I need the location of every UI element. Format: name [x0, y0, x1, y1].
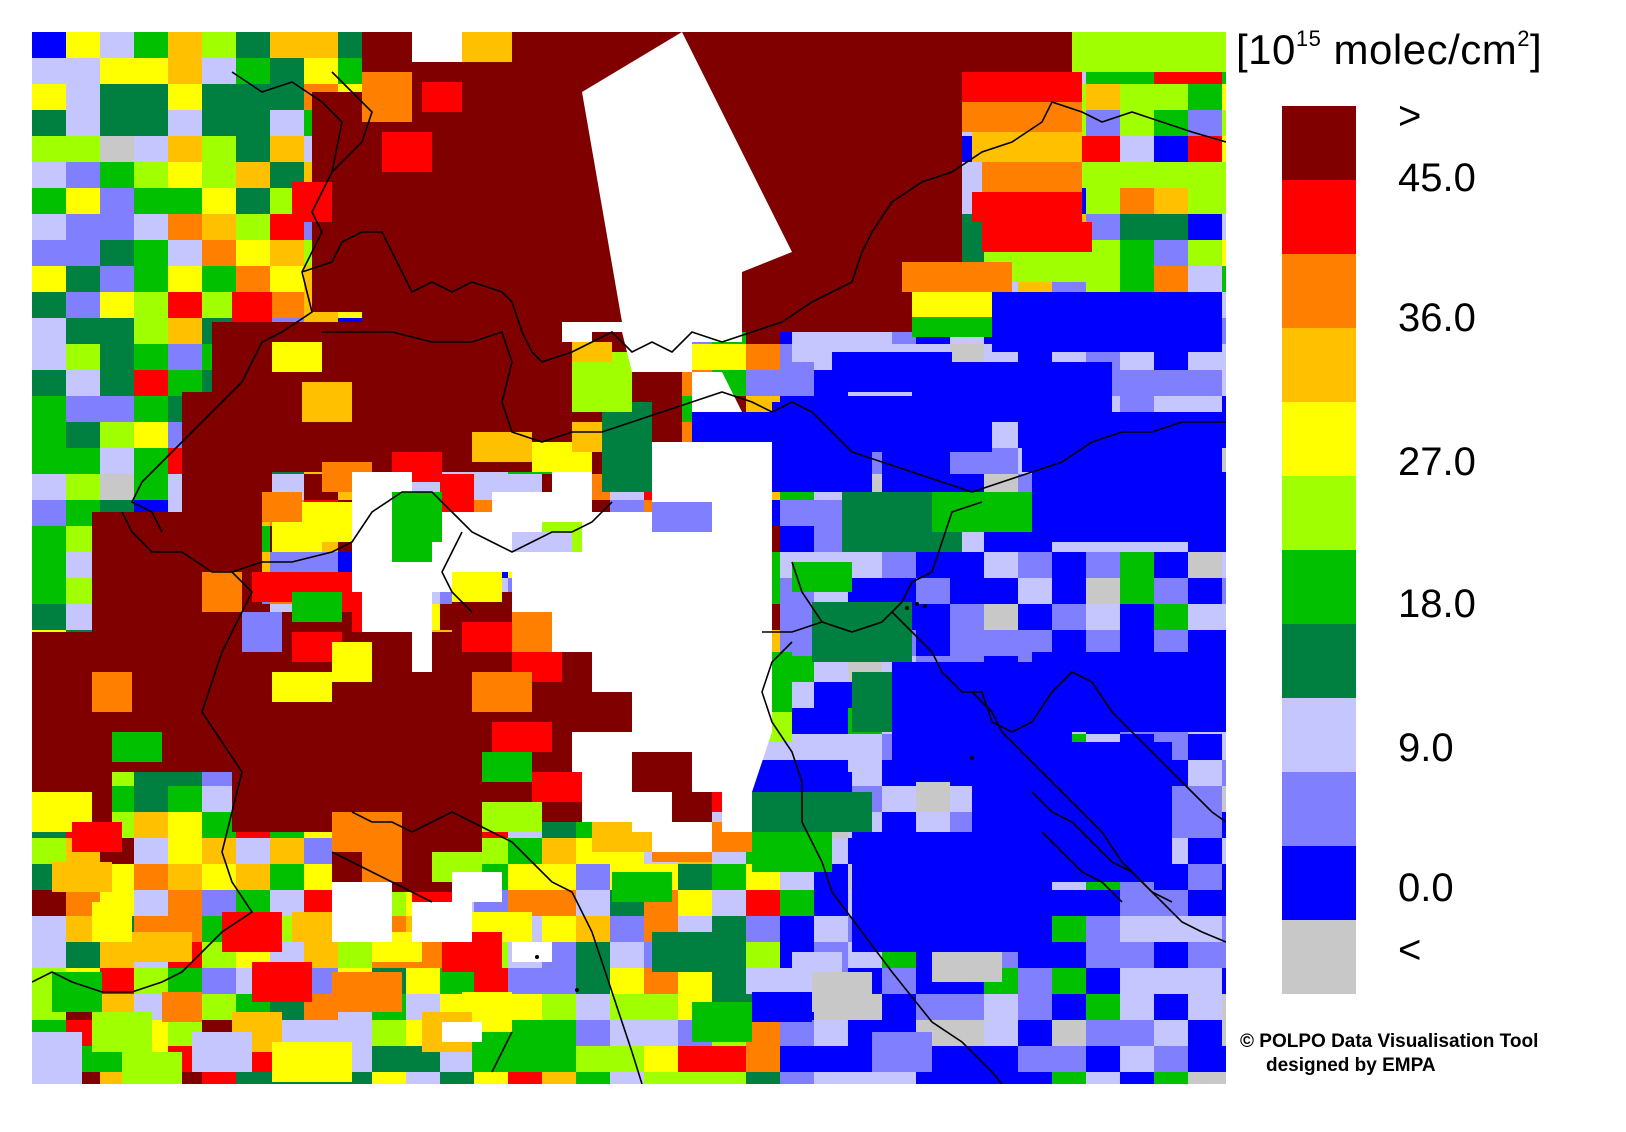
color-scale-label: 45.0: [1398, 156, 1476, 200]
color-scale-segment: [1282, 254, 1356, 328]
color-scale-segment: [1282, 476, 1356, 550]
color-scale-segment: [1282, 698, 1356, 772]
credit-text: © POLPO Data Visualisation Tool designed…: [1240, 1030, 1538, 1078]
color-scale-label: 27.0: [1398, 440, 1476, 484]
color-scale-label: 9.0: [1398, 726, 1454, 770]
map-canvas: [32, 32, 1226, 1084]
color-scale-bar: [1282, 106, 1356, 994]
color-scale-label: 18.0: [1398, 582, 1476, 626]
unit-label: [1015 molec/cm2]: [1236, 26, 1543, 73]
color-scale-label: <: [1398, 928, 1422, 972]
color-scale-label: 36.0: [1398, 296, 1476, 340]
color-scale-segment: [1282, 624, 1356, 698]
credit-line-1: © POLPO Data Visualisation Tool: [1240, 1031, 1539, 1052]
color-scale-label: >: [1398, 94, 1422, 138]
color-scale-segment: [1282, 550, 1356, 624]
color-scale-segment: [1282, 106, 1356, 180]
color-scale-segment: [1282, 402, 1356, 476]
column-density-map[interactable]: [32, 32, 1226, 1084]
color-scale-segment: [1282, 920, 1356, 994]
color-scale-segment: [1282, 846, 1356, 920]
credit-line-2: designed by EMPA: [1266, 1055, 1436, 1076]
color-scale-segment: [1282, 772, 1356, 846]
color-scale-segment: [1282, 180, 1356, 254]
color-scale-segment: [1282, 328, 1356, 402]
color-scale-label: 0.0: [1398, 866, 1454, 910]
